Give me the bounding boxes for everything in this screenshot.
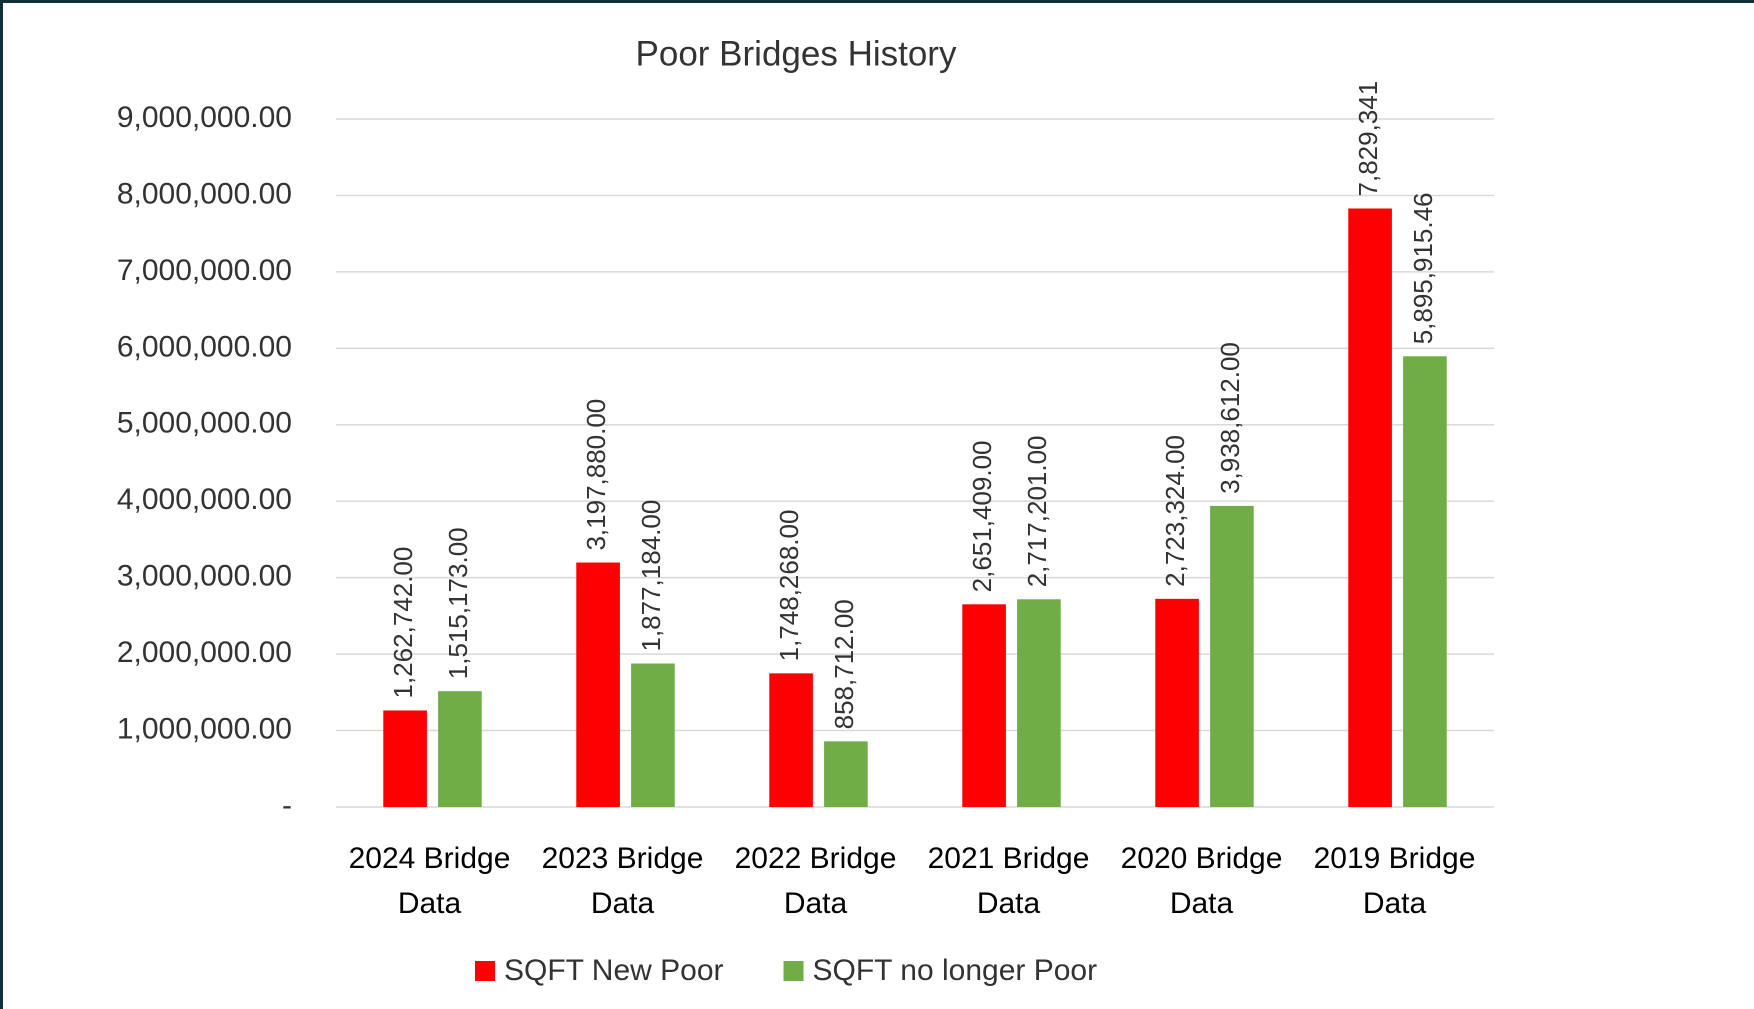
bar — [1403, 356, 1447, 807]
bar — [824, 741, 868, 807]
y-tick-label: 1,000,000.00 — [117, 712, 292, 745]
bar — [1017, 599, 1061, 807]
x-tick-label: 2023 Bridge Data — [541, 842, 704, 920]
bar — [1155, 598, 1199, 807]
bar — [631, 663, 675, 807]
y-tick-label: 6,000,000.00 — [117, 330, 292, 363]
x-tick-label: 2019 Bridge Data — [1313, 842, 1476, 920]
value-label: 7,829,341 — [1353, 81, 1383, 197]
value-label: 2,723,324.00 — [1160, 435, 1190, 587]
bar — [438, 691, 482, 807]
y-tick-label: - — [282, 789, 292, 822]
x-tick-label: 2024 Bridge Data — [348, 842, 511, 920]
bar — [1210, 505, 1254, 807]
value-label: 2,651,409.00 — [967, 441, 997, 593]
y-tick-label: 7,000,000.00 — [117, 254, 292, 287]
value-label: 1,515,173.00 — [443, 527, 473, 679]
value-label: 3,938,612.00 — [1215, 342, 1245, 494]
value-label: 858,712.00 — [829, 599, 859, 729]
legend-swatch — [783, 961, 804, 981]
chart: Poor Bridges History - 1,000,000.00 2,000,… — [117, 34, 1494, 987]
bar — [769, 673, 813, 807]
chart-title: Poor Bridges History — [636, 34, 957, 73]
y-tick-label: 4,000,000.00 — [117, 483, 292, 516]
legend-swatch — [475, 961, 495, 981]
y-tick-label: 8,000,000.00 — [117, 177, 292, 210]
x-tick-label: 2020 Bridge Data — [1120, 842, 1283, 920]
value-label: 1,877,184.00 — [636, 500, 666, 652]
bar — [576, 562, 620, 807]
value-label: 1,748,268.00 — [774, 510, 804, 662]
value-label: 1,262,742.00 — [388, 547, 418, 699]
y-tick-label: 3,000,000.00 — [117, 560, 292, 593]
x-tick-label: 2021 Bridge Data — [927, 842, 1090, 920]
legend-label: SQFT no longer Poor — [813, 954, 1098, 987]
bar — [383, 710, 427, 807]
x-tick-label: 2022 Bridge Data — [734, 842, 897, 920]
bar — [962, 604, 1006, 807]
y-tick-label: 5,000,000.00 — [117, 407, 292, 440]
legend-label: SQFT New Poor — [504, 954, 724, 987]
y-tick-label: 2,000,000.00 — [117, 636, 292, 669]
value-label: 2,717,201.00 — [1022, 435, 1052, 587]
y-tick-label: 9,000,000.00 — [117, 101, 292, 134]
value-label: 3,197,880.00 — [581, 399, 611, 551]
value-label: 5,895,915.46 — [1408, 192, 1438, 344]
bar — [1348, 208, 1392, 808]
